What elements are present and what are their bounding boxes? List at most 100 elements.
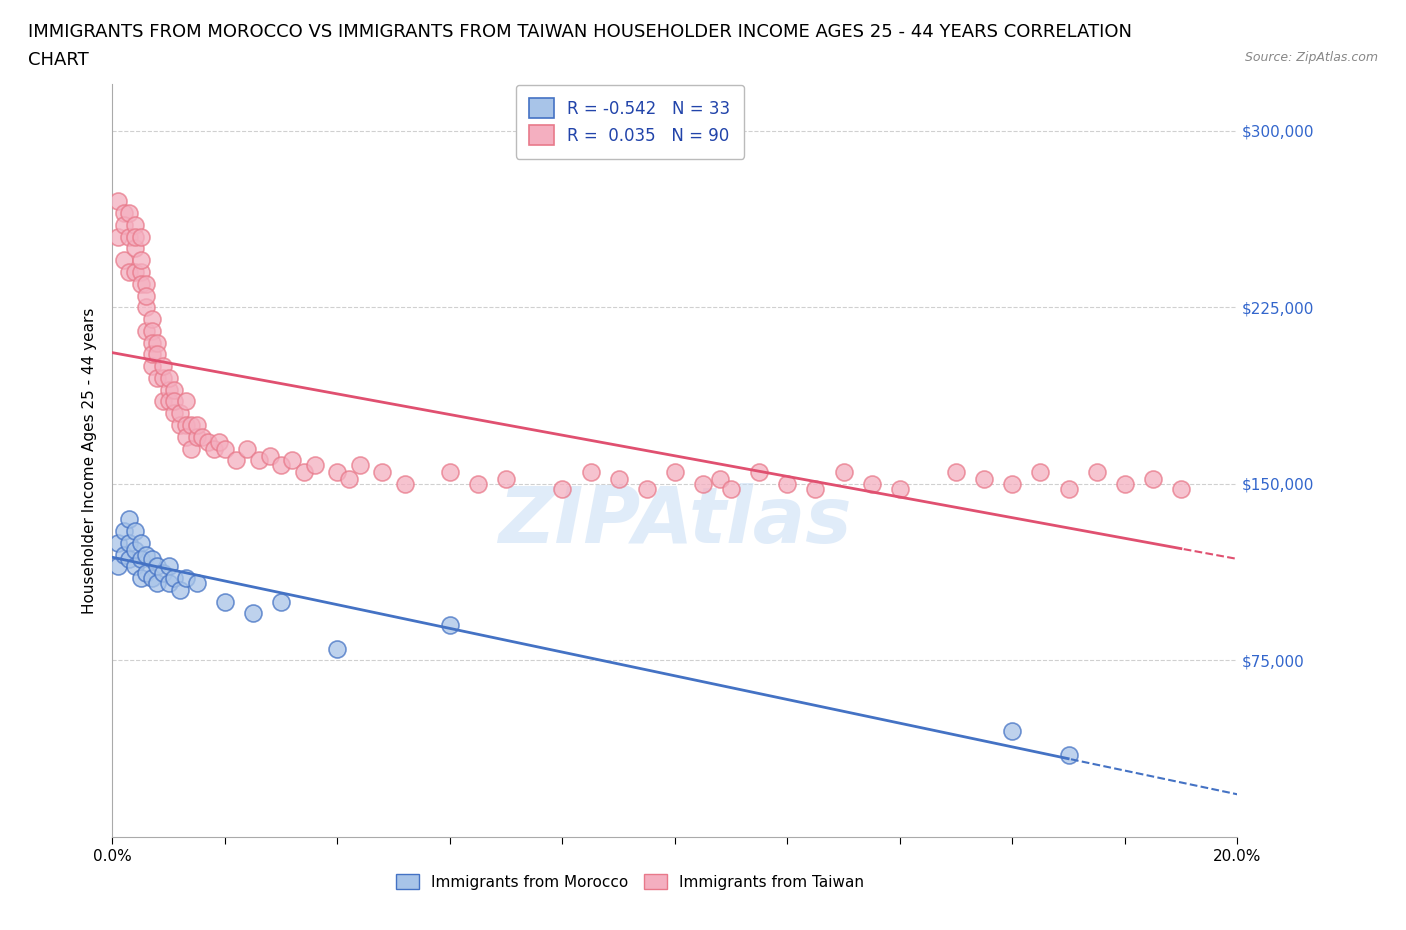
Point [146, 559, 169, 574]
Legend: Immigrants from Morocco, Immigrants from Taiwan: Immigrants from Morocco, Immigrants from… [388, 866, 872, 897]
Point [180, 418, 202, 432]
Point [129, 230, 152, 245]
Point [141, 312, 163, 326]
Point [112, 218, 135, 232]
Point [326, 642, 349, 657]
Point [152, 359, 174, 374]
Point [118, 512, 141, 526]
Point [860, 476, 883, 491]
Point [169, 582, 191, 597]
Point [804, 481, 827, 496]
Point [135, 547, 157, 562]
Point [107, 559, 129, 574]
Point [225, 453, 247, 468]
Point [709, 472, 731, 486]
Point [124, 542, 146, 557]
Point [1085, 465, 1108, 480]
Point [579, 465, 602, 480]
Point [889, 481, 911, 496]
Point [242, 606, 264, 621]
Point [1057, 747, 1080, 762]
Point [135, 299, 157, 314]
Point [236, 441, 259, 456]
Point [1114, 476, 1136, 491]
Point [692, 476, 714, 491]
Text: CHART: CHART [28, 51, 89, 69]
Point [129, 536, 152, 551]
Point [270, 594, 292, 609]
Point [636, 481, 658, 496]
Point [124, 559, 146, 574]
Point [135, 324, 157, 339]
Point [163, 394, 186, 409]
Point [146, 335, 169, 350]
Point [129, 551, 152, 566]
Point [112, 547, 135, 562]
Point [157, 382, 180, 397]
Point [129, 571, 152, 586]
Point [141, 324, 163, 339]
Point [186, 576, 208, 591]
Point [180, 441, 202, 456]
Point [157, 394, 180, 409]
Point [371, 465, 394, 480]
Point [1001, 476, 1024, 491]
Point [349, 458, 371, 472]
Point [973, 472, 995, 486]
Point [259, 448, 281, 463]
Point [112, 253, 135, 268]
Point [107, 194, 129, 209]
Point [202, 441, 225, 456]
Point [186, 430, 208, 445]
Point [607, 472, 630, 486]
Point [776, 476, 799, 491]
Point [394, 476, 416, 491]
Point [135, 276, 157, 291]
Point [304, 458, 326, 472]
Point [337, 472, 360, 486]
Point [129, 264, 152, 279]
Point [124, 241, 146, 256]
Point [157, 576, 180, 591]
Point [270, 458, 292, 472]
Point [124, 524, 146, 538]
Point [664, 465, 686, 480]
Point [141, 571, 163, 586]
Point [152, 370, 174, 385]
Point [214, 441, 236, 456]
Point [163, 571, 186, 586]
Point [107, 536, 129, 551]
Point [174, 430, 197, 445]
Point [214, 594, 236, 609]
Point [551, 481, 574, 496]
Point [832, 465, 855, 480]
Point [146, 370, 169, 385]
Point [326, 465, 349, 480]
Point [1001, 724, 1024, 738]
Point [174, 394, 197, 409]
Point [152, 394, 174, 409]
Point [118, 230, 141, 245]
Point [118, 264, 141, 279]
Point [124, 218, 146, 232]
Point [720, 481, 742, 496]
Point [163, 382, 186, 397]
Point [118, 536, 141, 551]
Point [467, 476, 489, 491]
Point [186, 418, 208, 432]
Point [141, 359, 163, 374]
Point [169, 418, 191, 432]
Point [174, 571, 197, 586]
Point [124, 230, 146, 245]
Point [146, 347, 169, 362]
Point [135, 288, 157, 303]
Point [118, 206, 141, 220]
Point [163, 405, 186, 420]
Point [157, 370, 180, 385]
Point [1142, 472, 1164, 486]
Point [107, 230, 129, 245]
Point [112, 206, 135, 220]
Point [152, 565, 174, 580]
Point [135, 565, 157, 580]
Point [141, 335, 163, 350]
